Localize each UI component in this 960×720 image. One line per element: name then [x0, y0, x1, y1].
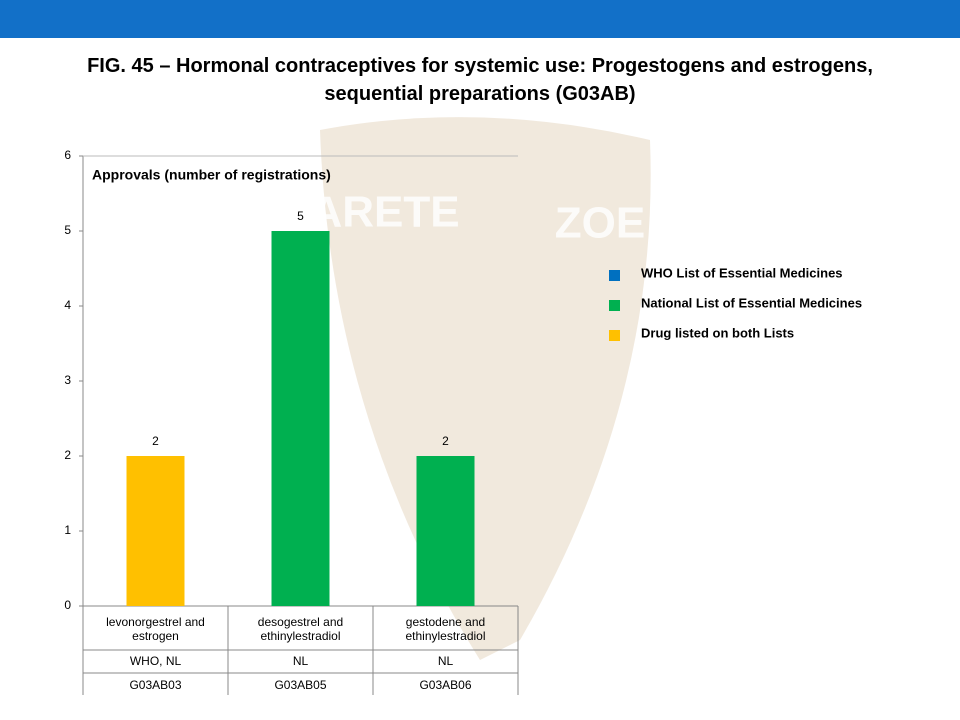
y-tick-label: 3 [64, 373, 71, 387]
category-box: gestodene and ethinylestradiol [405, 615, 486, 643]
y-tick-label: 4 [64, 298, 71, 312]
bar [416, 456, 475, 606]
y-tick-label: 5 [64, 223, 71, 237]
legend-label: Drug listed on both Lists [641, 325, 794, 340]
bar [271, 231, 330, 606]
legend-label: National List of Essential Medicines [641, 295, 862, 310]
category-box: levonorgestrel and estrogen [106, 615, 205, 643]
data-label: 2 [152, 434, 159, 448]
watermark-text: ARETE [310, 188, 459, 237]
bar [126, 456, 185, 606]
code-label: G03AB03 [129, 678, 181, 692]
legend-swatch [609, 270, 620, 281]
y-tick-label: 0 [64, 598, 71, 612]
y-tick-label: 6 [64, 148, 71, 162]
legend-swatch [609, 330, 620, 341]
category-box: desogestrel and ethinylestradiol [257, 615, 344, 643]
code-label: G03AB05 [274, 678, 326, 692]
x-tick-label: gestodene and ethinylestradiol [405, 615, 486, 643]
chart-title: FIG. 45 – Hormonal contraceptives for sy… [87, 55, 873, 105]
x-tick-label: desogestrel and ethinylestradiol [257, 615, 344, 643]
header-bar [0, 0, 960, 38]
list-label: WHO, NL [130, 654, 182, 668]
code-label: G03AB06 [419, 678, 471, 692]
watermark-shield [320, 117, 651, 661]
legend-label: WHO List of Essential Medicines [641, 265, 843, 280]
legend-swatch [609, 300, 620, 311]
data-label: 5 [297, 209, 304, 223]
data-label: 2 [442, 434, 449, 448]
title-box: FIG. 45 – Hormonal contraceptives for sy… [87, 55, 873, 105]
list-label: NL [438, 654, 454, 668]
y-axis-label: Approvals (number of registrations) [92, 167, 331, 183]
y-tick-label: 2 [64, 448, 71, 462]
y-tick-label: 1 [64, 523, 71, 537]
x-tick-label: levonorgestrel and estrogen [106, 615, 205, 643]
list-label: NL [293, 654, 309, 668]
watermark-text: ZOE [555, 199, 645, 248]
